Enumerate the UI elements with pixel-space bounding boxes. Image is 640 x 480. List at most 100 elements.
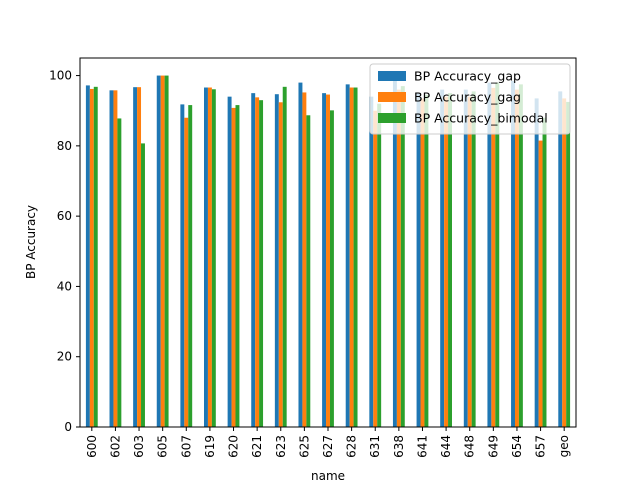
bar-657-series-2 <box>542 117 547 428</box>
axes: 0 20 40 60 80 100 600 602 603 605 607 619 620 621 623 6… <box>49 57 577 458</box>
legend-label-0: BP Accuracy_gap <box>414 69 521 84</box>
bar-605-series-1 <box>160 75 165 427</box>
bar-641-series-0 <box>416 93 421 427</box>
bar-644-series-0 <box>440 89 445 427</box>
bar-631-series-1 <box>373 110 378 428</box>
bar-627-series-0 <box>322 93 327 427</box>
bar-657-series-1 <box>538 140 543 427</box>
bar-654-series-1 <box>514 89 519 427</box>
x-tick-label-641: 641 <box>415 435 429 458</box>
bar-625-series-1 <box>302 92 307 427</box>
bar-631-series-2 <box>377 103 382 427</box>
bar-603-series-0 <box>133 87 138 428</box>
bar-geo-series-1 <box>562 98 567 427</box>
bars-layer <box>85 75 571 428</box>
bar-623-series-1 <box>278 102 283 427</box>
x-tick-label-623: 623 <box>274 435 288 458</box>
x-tick-label-620: 620 <box>227 435 241 458</box>
bar-619-series-2 <box>211 89 216 427</box>
legend-swatch-1 <box>378 92 406 102</box>
bar-625-series-2 <box>306 115 311 427</box>
y-tick-label: 60 <box>57 209 72 223</box>
y-tick-label: 20 <box>57 350 72 364</box>
bar-621-series-0 <box>251 93 256 427</box>
legend-label-2: BP Accuracy_bimodal <box>414 111 548 126</box>
bar-649-series-0 <box>487 82 492 427</box>
bar-620-series-2 <box>235 105 240 427</box>
bar-607-series-0 <box>180 104 185 427</box>
y-tick-label: 0 <box>64 420 72 434</box>
legend-swatch-2 <box>378 113 406 123</box>
bar-644-series-1 <box>444 96 449 427</box>
bar-621-series-1 <box>255 97 260 428</box>
x-tick-label-625: 625 <box>297 435 311 458</box>
bar-603-series-2 <box>141 143 145 427</box>
bar-619-series-0 <box>204 87 208 428</box>
x-tick-label-638: 638 <box>392 435 406 458</box>
bar-638-series-1 <box>396 89 401 427</box>
y-tick-label: 40 <box>57 279 72 293</box>
bar-600-series-0 <box>85 85 90 427</box>
bar-602-series-1 <box>113 90 118 427</box>
bar-631-series-0 <box>369 96 374 427</box>
bar-638-series-2 <box>400 86 405 428</box>
x-tick-label-628: 628 <box>345 435 359 458</box>
bar-628-series-0 <box>345 84 350 428</box>
x-tick-label-654: 654 <box>510 435 524 458</box>
bar-638-series-0 <box>392 80 397 427</box>
bar-627-series-1 <box>326 94 330 428</box>
x-tick-label-602: 602 <box>108 435 122 458</box>
bar-648-series-1 <box>467 96 472 427</box>
bar-602-series-2 <box>117 118 122 427</box>
bar-648-series-2 <box>471 91 476 427</box>
bar-602-series-0 <box>109 90 114 427</box>
bar-620-series-0 <box>227 96 232 427</box>
x-tick-label-644: 644 <box>439 435 453 458</box>
bar-620-series-1 <box>231 107 236 428</box>
bar-649-series-2 <box>495 82 500 427</box>
bar-627-series-2 <box>329 110 334 428</box>
legend: BP Accuracy_gap BP Accuracy_gag BP Accurac… <box>369 63 571 135</box>
bar-600-series-2 <box>93 86 98 427</box>
legend-label-1: BP Accuracy_gag <box>414 90 521 105</box>
bar-641-series-1 <box>420 98 425 427</box>
x-tick-label-627: 627 <box>321 435 335 458</box>
bar-605-series-0 <box>156 75 161 427</box>
bar-600-series-1 <box>89 88 94 428</box>
bar-625-series-0 <box>298 82 303 427</box>
bar-geo-series-0 <box>558 91 563 427</box>
x-tick-label-605: 605 <box>156 435 170 458</box>
bar-623-series-0 <box>274 94 279 427</box>
bar-648-series-0 <box>463 89 468 427</box>
bar-621-series-2 <box>259 100 264 428</box>
x-tick-label-600: 600 <box>85 435 99 458</box>
y-tick-label: 80 <box>57 139 72 153</box>
bar-644-series-2 <box>448 93 452 427</box>
bar-605-series-2 <box>164 75 169 427</box>
x-tick-label-607: 607 <box>179 435 193 458</box>
bar-geo-series-2 <box>566 101 571 428</box>
x-tick-label-657: 657 <box>534 435 548 458</box>
x-tick-label-648: 648 <box>463 435 477 458</box>
legend-box <box>369 63 571 135</box>
x-tick-label-603: 603 <box>132 435 146 458</box>
bar-641-series-2 <box>424 94 429 428</box>
x-tick-label-621: 621 <box>250 435 264 458</box>
bar-657-series-0 <box>534 98 539 427</box>
legend-swatch-0 <box>378 71 406 81</box>
bar-623-series-2 <box>282 86 287 427</box>
bar-619-series-1 <box>207 87 212 428</box>
x-tick-label-649: 649 <box>486 435 500 458</box>
bar-628-series-2 <box>353 87 358 428</box>
bar-654-series-2 <box>518 84 523 428</box>
bar-628-series-1 <box>349 87 354 428</box>
x-tick-label-geo: geo <box>557 435 571 457</box>
y-axis-label: BP Accuracy <box>24 205 38 279</box>
x-axis-label: name <box>311 469 345 480</box>
x-tick-label-631: 631 <box>368 435 382 458</box>
bar-654-series-0 <box>511 80 515 427</box>
y-tick-label: 100 <box>49 69 72 83</box>
bar-607-series-1 <box>184 117 189 428</box>
bar-649-series-1 <box>491 87 496 428</box>
